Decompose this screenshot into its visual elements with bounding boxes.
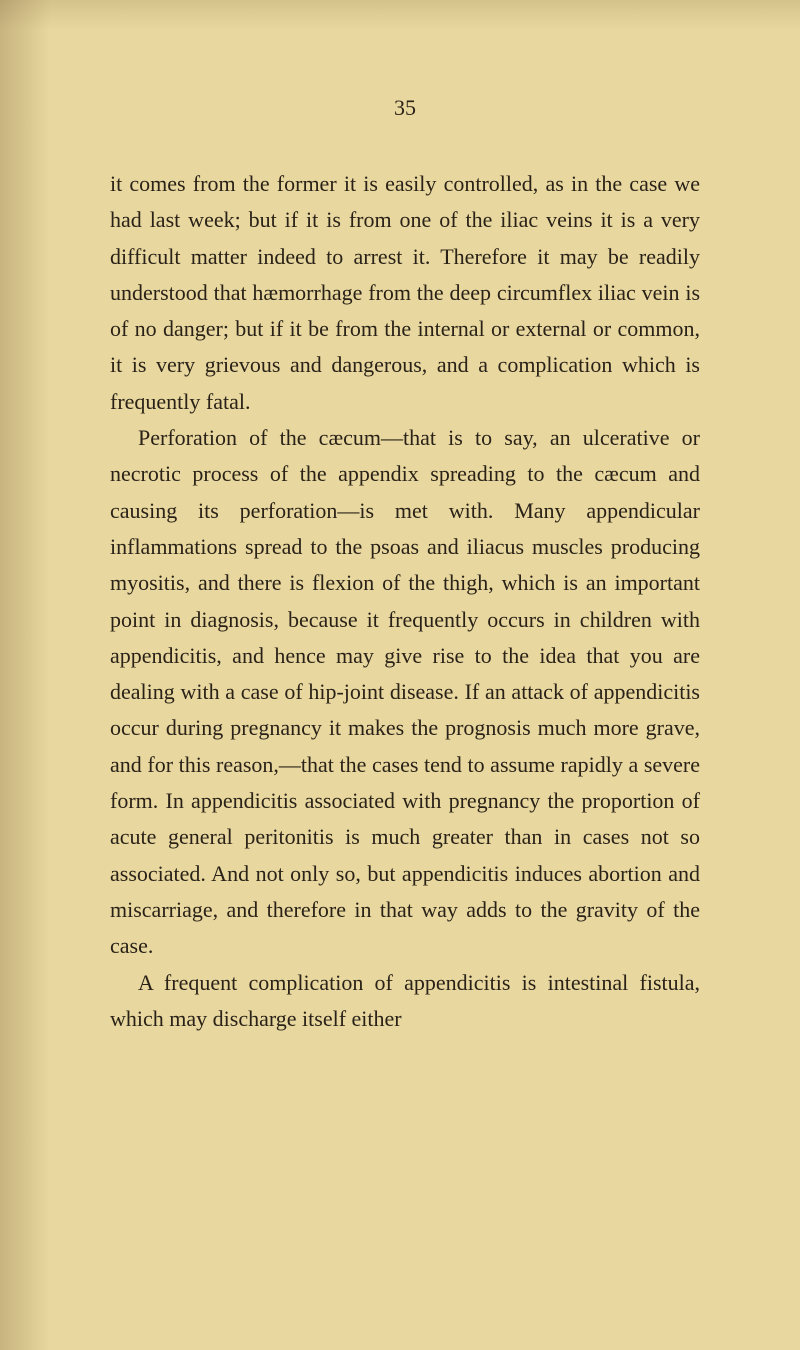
body-text-container: it comes from the former it is easily co… bbox=[110, 166, 700, 1037]
page-container: 35 it comes from the former it is easily… bbox=[0, 0, 800, 1350]
paragraph-3: A frequent complication of appendicitis … bbox=[110, 965, 700, 1038]
page-number: 35 bbox=[110, 95, 700, 121]
paragraph-1: it comes from the former it is easily co… bbox=[110, 166, 700, 420]
paragraph-2: Perforation of the cæcum—that is to say,… bbox=[110, 420, 700, 964]
